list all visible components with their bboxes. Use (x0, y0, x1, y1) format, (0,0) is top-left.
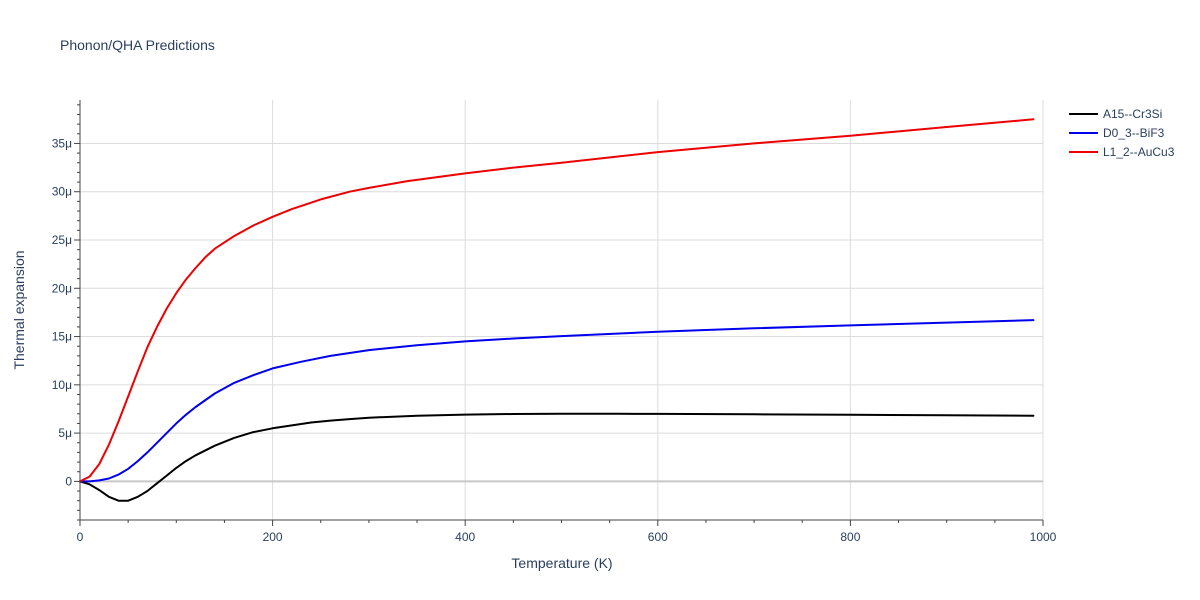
legend[interactable]: A15--Cr3Si D0_3--BiF3 L1_2--AuCu3 (1069, 107, 1175, 159)
legend-item[interactable]: A15--Cr3Si (1069, 107, 1162, 121)
x-tick-label: 0 (77, 530, 84, 544)
y-tick-label: 5μ (58, 426, 72, 440)
axis-layer: 0 200 400 600 800 1000 0 5μ 10μ 15μ 20μ 25μ 30μ 35μ (52, 100, 1057, 544)
legend-item[interactable]: L1_2--AuCu3 (1069, 145, 1175, 159)
legend-item[interactable]: D0_3--BiF3 (1069, 126, 1165, 140)
y-tick-label: 10μ (52, 378, 72, 392)
x-tick-label: 1000 (1030, 530, 1057, 544)
legend-label: L1_2--AuCu3 (1103, 145, 1175, 159)
y-tick-label: 35μ (52, 136, 72, 150)
y-axis-title: Thermal expansion (11, 250, 27, 369)
series-layer (79, 118, 1035, 502)
x-tick-label: 600 (648, 530, 668, 544)
chart-title: Phonon/QHA Predictions (60, 37, 215, 53)
legend-label: D0_3--BiF3 (1103, 126, 1165, 140)
y-tick-label: 15μ (52, 330, 72, 344)
y-tick-label: 30μ (52, 185, 72, 199)
series-line-2 (79, 118, 1035, 483)
x-axis-title: Temperature (K) (511, 555, 612, 571)
x-tick-label: 200 (263, 530, 283, 544)
legend-label: A15--Cr3Si (1103, 107, 1162, 121)
y-tick-label: 0 (65, 474, 72, 488)
x-tick-label: 400 (455, 530, 475, 544)
y-tick-label: 25μ (52, 233, 72, 247)
series-line-1 (79, 319, 1035, 483)
series-line-0 (79, 412, 1035, 502)
y-tick-label: 20μ (52, 281, 72, 295)
x-tick-label: 800 (840, 530, 860, 544)
